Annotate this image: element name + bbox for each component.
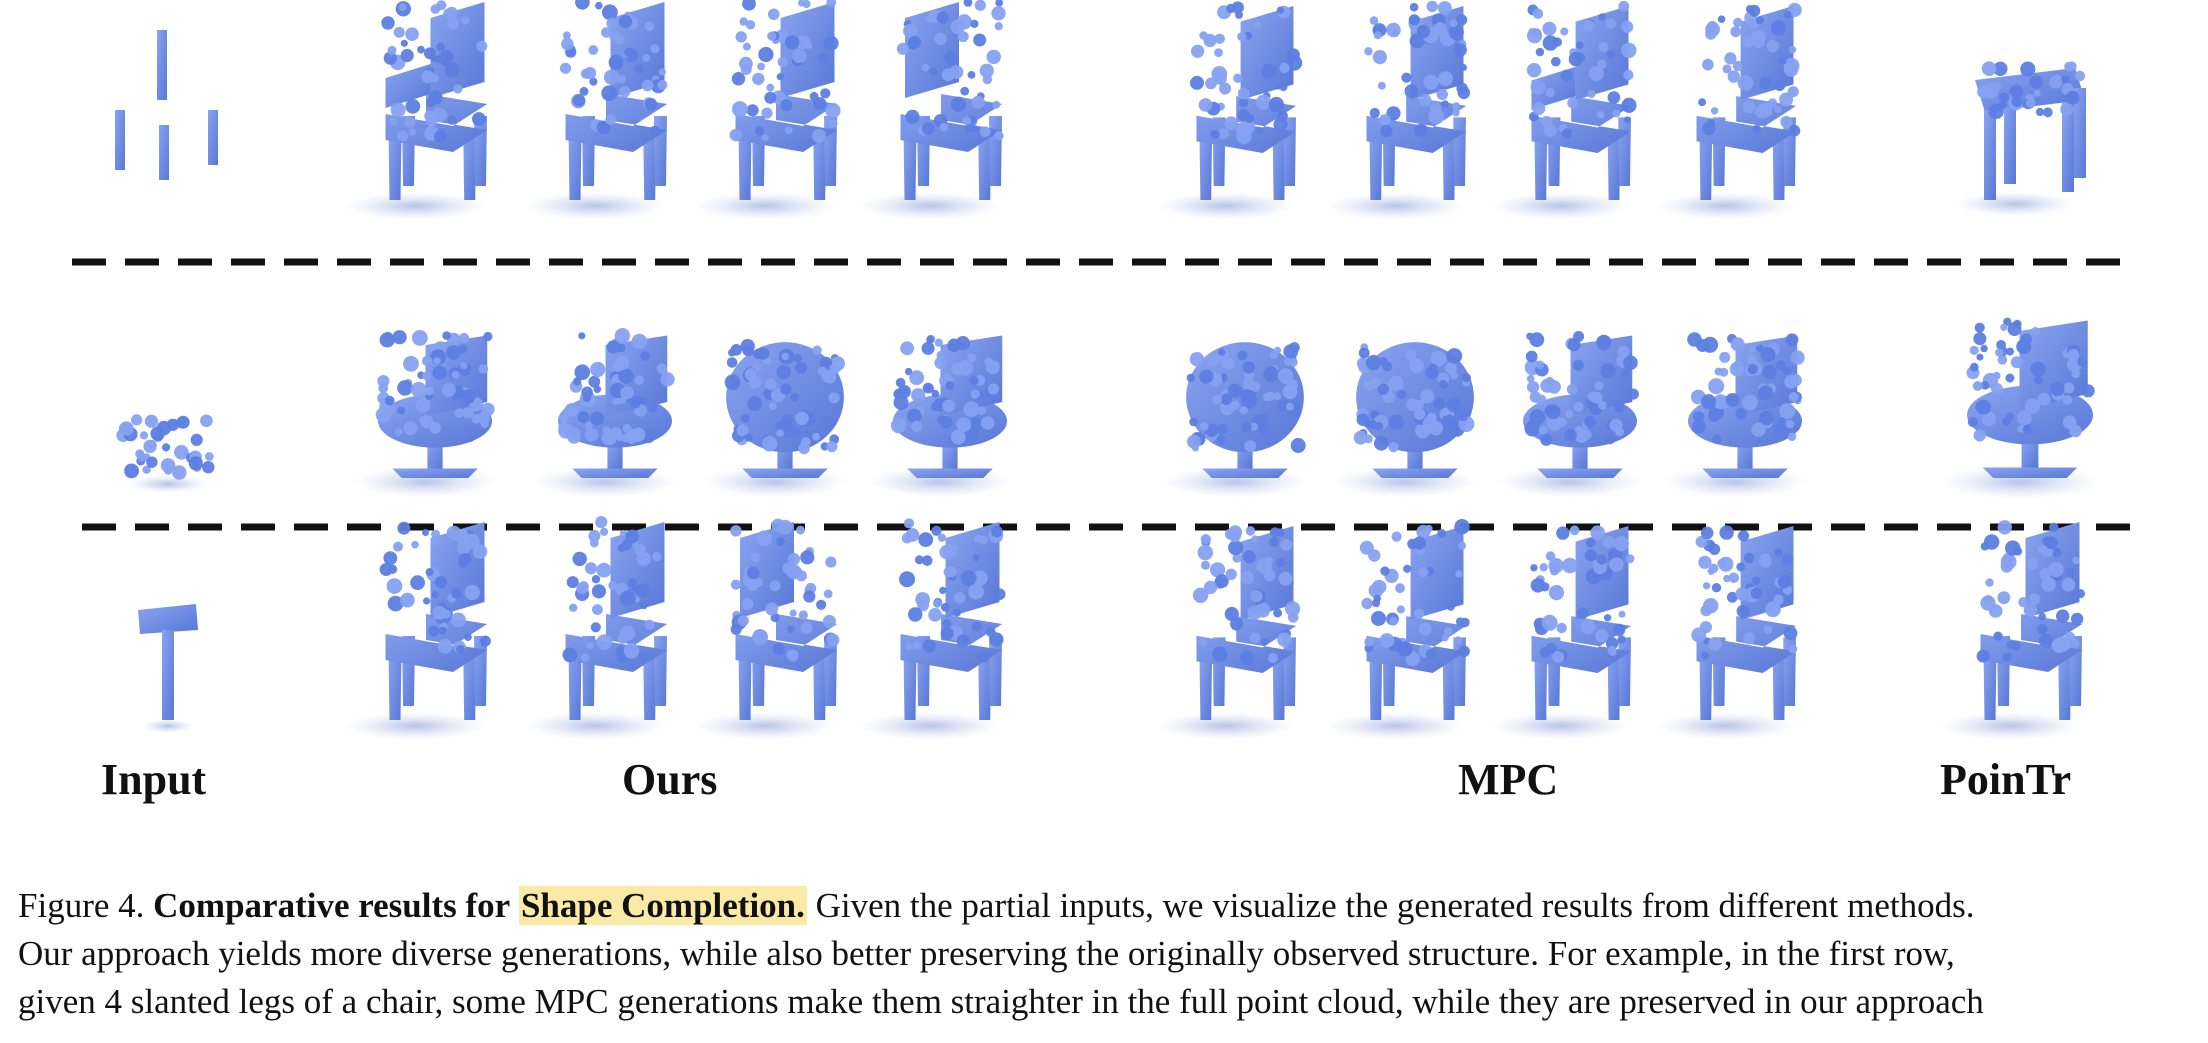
mpc-point-cloud bbox=[1656, 2, 1802, 220]
caption-line-1: Figure 4. Comparative results for Shape … bbox=[18, 882, 2190, 930]
ours-point-cloud bbox=[860, 518, 1006, 740]
mpc-point-cloud bbox=[1491, 525, 1635, 740]
caption-title: Comparative results for bbox=[153, 886, 511, 925]
ours-point-cloud bbox=[345, 521, 491, 740]
ours-point-cloud bbox=[868, 334, 1012, 498]
caption-line-1-rest: Given the partial inputs, we visualize t… bbox=[815, 886, 1975, 925]
mpc-point-cloud bbox=[1491, 0, 1637, 220]
column-label-input: Input bbox=[101, 755, 207, 804]
mpc-point-cloud bbox=[1156, 525, 1301, 740]
poin-tr-point-cloud bbox=[1955, 61, 2086, 216]
mpc-point-cloud bbox=[1163, 342, 1307, 498]
poin-tr-point-cloud bbox=[1941, 317, 2099, 499]
caption-line-3: given 4 slanted legs of a chair, some MP… bbox=[18, 982, 1984, 1021]
column-label-ours: Ours bbox=[622, 755, 718, 804]
input-point-cloud bbox=[116, 414, 215, 493]
mpc-point-cloud bbox=[1663, 332, 1807, 498]
ours-point-cloud bbox=[695, 0, 841, 220]
ours-point-cloud bbox=[345, 0, 488, 220]
mpc-point-cloud bbox=[1156, 1, 1303, 220]
mpc-point-cloud bbox=[1326, 0, 1471, 220]
mpc-point-cloud bbox=[1656, 525, 1798, 740]
mpc-point-cloud bbox=[1333, 342, 1477, 498]
figure-caption: Figure 4. Comparative results for Shape … bbox=[18, 882, 2190, 1026]
caption-title-highlight: Shape Completion. bbox=[518, 886, 807, 925]
input-point-cloud bbox=[115, 30, 218, 180]
ours-point-cloud bbox=[703, 339, 847, 498]
ours-point-cloud bbox=[533, 328, 677, 498]
mpc-point-cloud bbox=[1498, 331, 1642, 498]
ours-point-cloud bbox=[525, 0, 668, 220]
ours-point-cloud bbox=[353, 330, 497, 498]
comparison-figure bbox=[72, 0, 2130, 740]
column-label-mpc: MPC bbox=[1458, 755, 1559, 804]
mpc-point-cloud bbox=[1326, 519, 1470, 740]
input-point-cloud bbox=[138, 604, 198, 733]
caption-figure-number: Figure 4. bbox=[18, 886, 145, 925]
column-label-poin-tr: PoinTr bbox=[1940, 755, 2072, 804]
ours-point-cloud bbox=[525, 516, 668, 740]
caption-line-2: Our approach yields more diverse generat… bbox=[18, 934, 1955, 973]
ours-point-cloud bbox=[695, 518, 840, 740]
ours-point-cloud bbox=[860, 0, 1006, 220]
poin-tr-point-cloud bbox=[1940, 520, 2085, 740]
